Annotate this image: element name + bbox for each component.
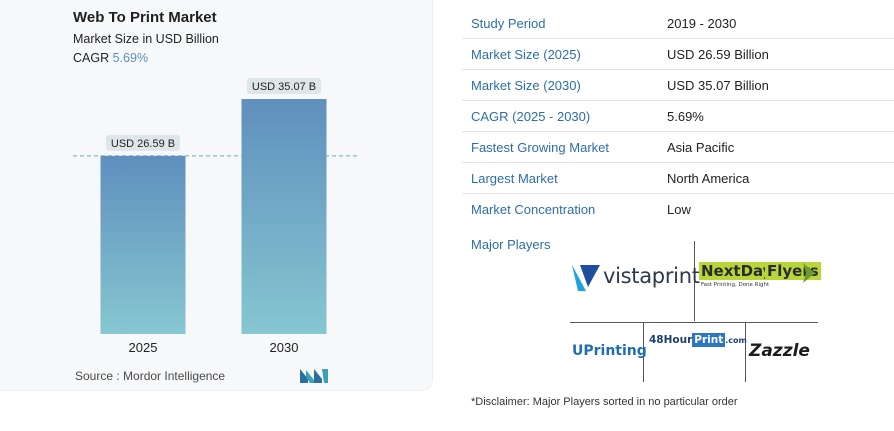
nextday-tagline: Fast Printing, Done Right <box>701 282 770 288</box>
market-summary-table: Study Period 2019 - 2030 Market Size (2025… <box>462 8 894 225</box>
row-key: Largest Market <box>471 171 558 186</box>
row-key: Study Period <box>471 16 546 31</box>
disclaimer-text: *Disclaimer: Major Players sorted in no … <box>471 396 738 408</box>
table-row: Largest Market North America <box>462 163 894 194</box>
row-key: Market Size (2025) <box>471 47 581 62</box>
table-row: Market Concentration Low <box>462 194 894 225</box>
48hourprint-logo: 48Hour Print .com <box>649 333 747 347</box>
grid-divider <box>570 322 818 323</box>
table-row: Market Size (2030) USD 35.07 Billion <box>462 70 894 101</box>
print-text: Print <box>692 333 726 347</box>
table-row: Market Size (2025) USD 26.59 Billion <box>462 39 894 70</box>
row-value: Low <box>667 202 691 217</box>
table-row: Study Period 2019 - 2030 <box>462 8 894 39</box>
cagr-line: CAGR 5.69% <box>73 51 148 65</box>
row-value: North America <box>667 171 750 186</box>
cagr-value: 5.69% <box>112 51 149 65</box>
source-value: Mordor Intelligence <box>123 369 226 383</box>
chart-title: Web To Print Market <box>73 9 217 26</box>
grid-divider <box>643 322 644 382</box>
row-value: 2019 - 2030 <box>667 16 737 31</box>
dotcom-text: .com <box>725 336 747 345</box>
nextdayflyers-logo: NextDay Flyers Fast Printing, Done Right <box>699 262 821 292</box>
chart-card <box>0 0 433 391</box>
uprinting-logo: UPrinting <box>572 343 647 359</box>
cagr-label: CAGR <box>73 51 110 65</box>
grid-divider <box>694 241 695 321</box>
mordor-logo-icon <box>300 369 328 383</box>
chart-subtitle: Market Size in USD Billion <box>73 32 219 46</box>
row-value: 5.69% <box>667 109 704 124</box>
arrow-icon <box>803 263 815 283</box>
grid-divider <box>745 322 746 382</box>
table-row: Fastest Growing Market Asia Pacific <box>462 132 894 163</box>
row-key: Fastest Growing Market <box>471 140 609 155</box>
vistaprint-logo-icon <box>572 265 600 291</box>
row-key: Market Size (2030) <box>471 78 581 93</box>
48hour-text: 48Hour <box>649 334 693 346</box>
source-line: Source : Mordor Intelligence <box>75 369 225 383</box>
vistaprint-logo: vistaprint <box>603 264 700 288</box>
major-players-label: Major Players <box>471 237 551 252</box>
nextday-text: NextDay <box>699 262 775 280</box>
zazzle-logo: Zazzle <box>749 341 810 361</box>
row-value: USD 26.59 Billion <box>667 47 769 62</box>
row-key: CAGR (2025 - 2030) <box>471 109 591 124</box>
table-row: CAGR (2025 - 2030) 5.69% <box>462 101 894 132</box>
source-label: Source : <box>75 369 120 383</box>
row-value: USD 35.07 Billion <box>667 78 769 93</box>
row-value: Asia Pacific <box>667 140 735 155</box>
row-key: Market Concentration <box>471 202 596 217</box>
